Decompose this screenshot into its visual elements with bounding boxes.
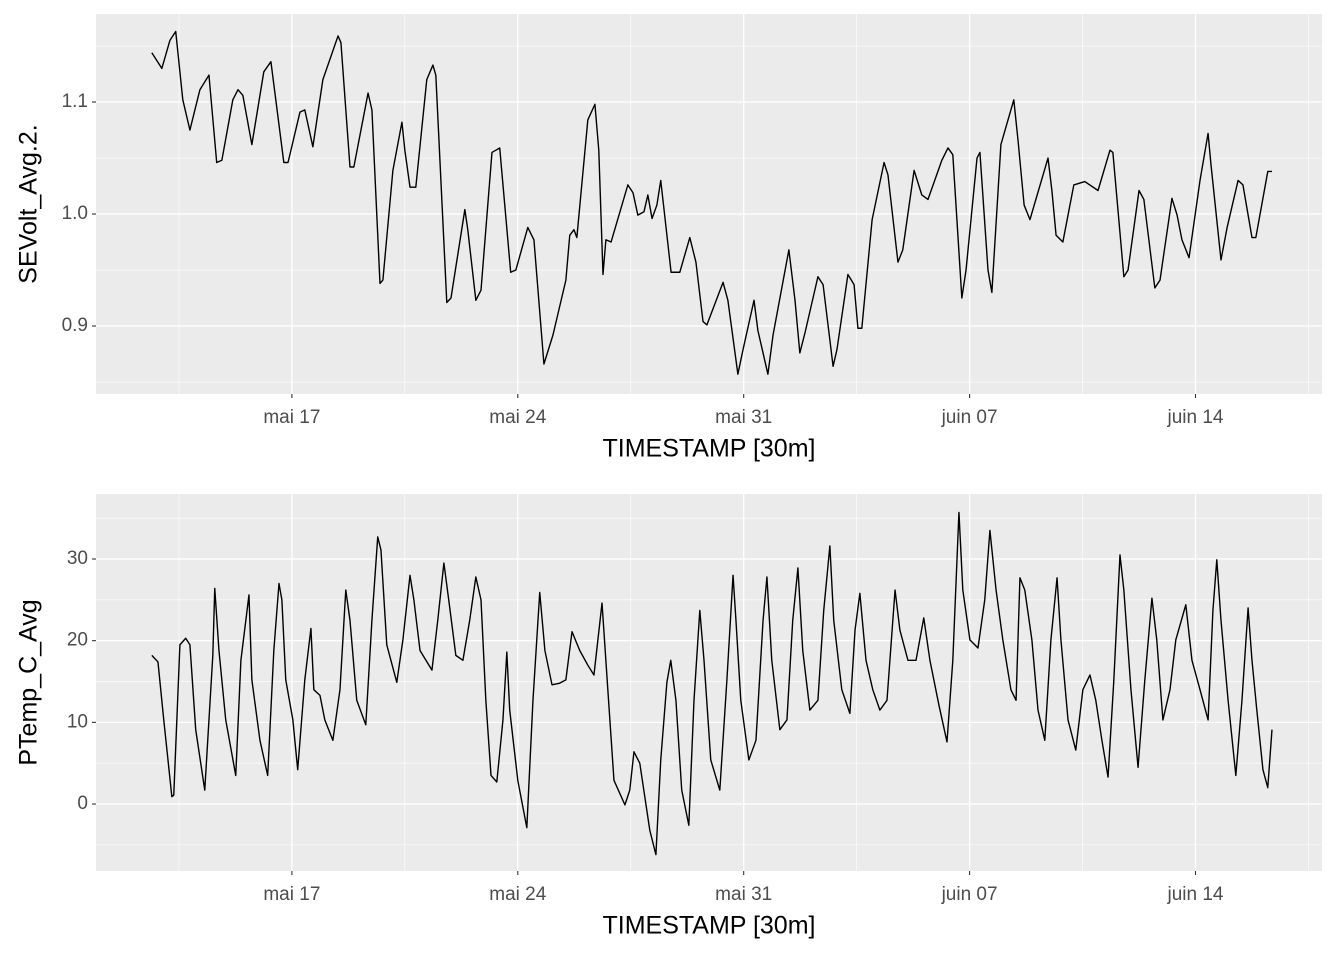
- x-tick-label: mai 31: [715, 884, 772, 905]
- y-axis-title: PTemp_C_Avg: [15, 599, 43, 765]
- y-tick-label: 0: [77, 793, 88, 814]
- x-tick-label: mai 17: [263, 884, 320, 905]
- y-tick-label: 30: [67, 548, 88, 569]
- x-tick-label: mai 24: [489, 884, 546, 905]
- y-tick-label: 1.1: [62, 91, 88, 112]
- y-tick-label: 20: [67, 630, 88, 651]
- x-tick-label: mai 17: [263, 407, 320, 428]
- data-line: [151, 30, 1272, 375]
- panel: 0 10 20 30 mai 17 mai 24 mai 31 juin 07 juin 14 T…: [15, 494, 1322, 940]
- y-axis-title: SEVolt_Avg.2.: [15, 124, 43, 283]
- y-tick-label: 0.9: [62, 315, 88, 336]
- x-tick-label: juin 07: [941, 407, 998, 428]
- x-tick-label: juin 07: [941, 884, 998, 905]
- y-tick-label: 10: [67, 711, 88, 732]
- x-axis-title: TIMESTAMP [30m]: [602, 912, 815, 940]
- x-tick-label: mai 24: [489, 407, 546, 428]
- panel: 0.9 1.0 1.1 mai 17 mai 24 mai 31 juin 07 juin 1…: [15, 14, 1322, 463]
- y-tick-label: 1.0: [62, 203, 88, 224]
- x-tick-label: mai 31: [715, 407, 772, 428]
- data-line: [151, 511, 1273, 856]
- panel-background: [96, 494, 1322, 871]
- x-axis-title: TIMESTAMP [30m]: [602, 435, 815, 463]
- panel-background: [96, 14, 1322, 394]
- x-tick-label: juin 14: [1166, 407, 1223, 428]
- x-tick-label: juin 14: [1166, 884, 1223, 905]
